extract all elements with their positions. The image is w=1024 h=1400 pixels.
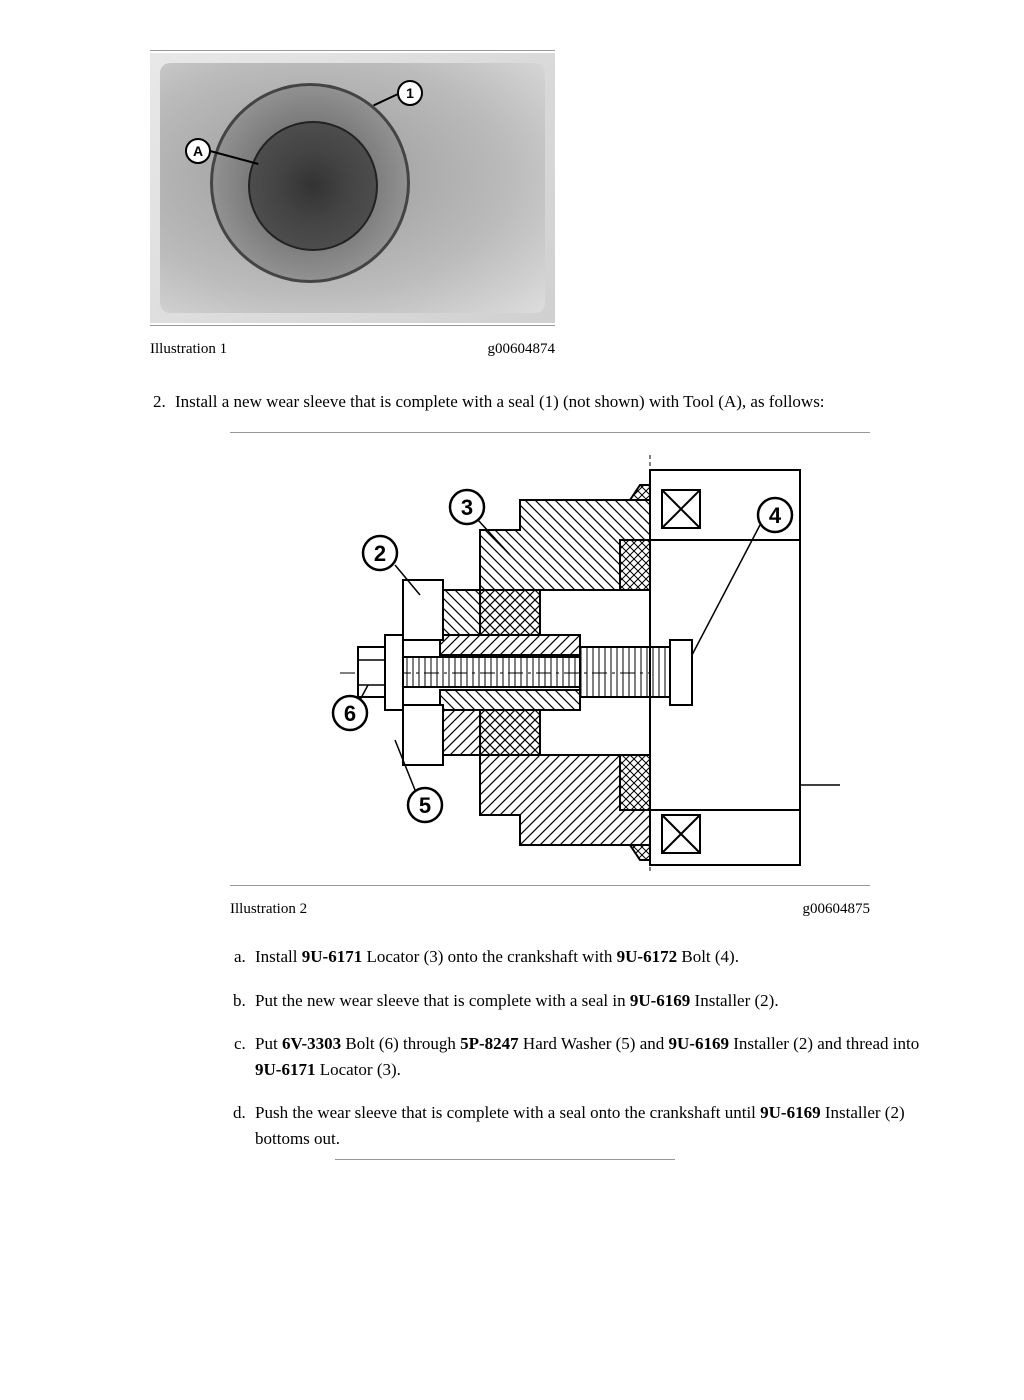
substep-a-p3: Bolt (4). xyxy=(677,947,739,966)
substep-c-b4: 9U-6171 xyxy=(255,1060,315,1079)
substep-c: Put 6V-3303 Bolt (6) through 5P-8247 Har… xyxy=(250,1031,929,1082)
illustration-2-label: Illustration 2 xyxy=(230,898,307,921)
callout-a: A xyxy=(185,138,211,164)
substep-c-p1: Put xyxy=(255,1034,282,1053)
step-2-item: Install a new wear sleeve that is comple… xyxy=(170,389,929,1161)
photo-flywheel xyxy=(210,83,410,283)
substep-a-p2: Locator (3) onto the crankshaft with xyxy=(362,947,616,966)
svg-text:6: 6 xyxy=(344,701,356,726)
illustration-2-code: g00604875 xyxy=(803,898,871,921)
illustration-2-caption: Illustration 2 g00604875 xyxy=(230,886,870,929)
substep-a-b1: 9U-6171 xyxy=(302,947,362,966)
illustration-1-figure: 1 A xyxy=(150,50,555,326)
illustration-2-figure: 2 3 4 5 6 xyxy=(230,432,870,886)
illustration-2-diagram: 2 3 4 5 6 xyxy=(230,435,870,875)
substep-d-p1: Push the wear sleeve that is complete wi… xyxy=(255,1103,760,1122)
substep-c-p3: Hard Washer (5) and xyxy=(519,1034,669,1053)
substep-b-b1: 9U-6169 xyxy=(630,991,690,1010)
illustration-2-container: 2 3 4 5 6 Illustration 2 g00604875 xyxy=(230,432,870,928)
substep-a-p1: Install xyxy=(255,947,302,966)
illustration-1-caption: Illustration 1 g00604874 xyxy=(150,326,555,369)
step-2-text: Install a new wear sleeve that is comple… xyxy=(175,392,825,411)
bottom-divider xyxy=(335,1159,675,1160)
svg-text:2: 2 xyxy=(374,541,386,566)
illustration-1-label: Illustration 1 xyxy=(150,338,227,361)
substep-b-p2: Installer (2). xyxy=(690,991,778,1010)
substep-c-b1: 6V-3303 xyxy=(282,1034,341,1053)
svg-text:5: 5 xyxy=(419,793,431,818)
illustration-1-photo: 1 A xyxy=(150,53,555,323)
substep-d-b1: 9U-6169 xyxy=(760,1103,820,1122)
substep-a: Install 9U-6171 Locator (3) onto the cra… xyxy=(250,944,929,970)
illustration-1-container: 1 A Illustration 1 g00604874 xyxy=(150,50,555,369)
substep-c-p4: Installer (2) and thread into xyxy=(729,1034,919,1053)
substep-b-p1: Put the new wear sleeve that is complete… xyxy=(255,991,630,1010)
illustration-1-code: g00604874 xyxy=(488,338,556,361)
substep-c-b3: 9U-6169 xyxy=(669,1034,729,1053)
step-2: Install a new wear sleeve that is comple… xyxy=(95,389,929,1161)
substep-a-b2: 9U-6172 xyxy=(617,947,677,966)
substep-d: Push the wear sleeve that is complete wi… xyxy=(250,1100,929,1160)
substep-c-p2: Bolt (6) through xyxy=(341,1034,460,1053)
svg-text:4: 4 xyxy=(769,503,782,528)
callout-1: 1 xyxy=(397,80,423,106)
photo-flywheel-inner xyxy=(248,121,378,251)
substep-b: Put the new wear sleeve that is complete… xyxy=(250,988,929,1014)
substep-c-b2: 5P-8247 xyxy=(460,1034,519,1053)
substep-c-p5: Locator (3). xyxy=(315,1060,400,1079)
svg-text:3: 3 xyxy=(461,495,473,520)
